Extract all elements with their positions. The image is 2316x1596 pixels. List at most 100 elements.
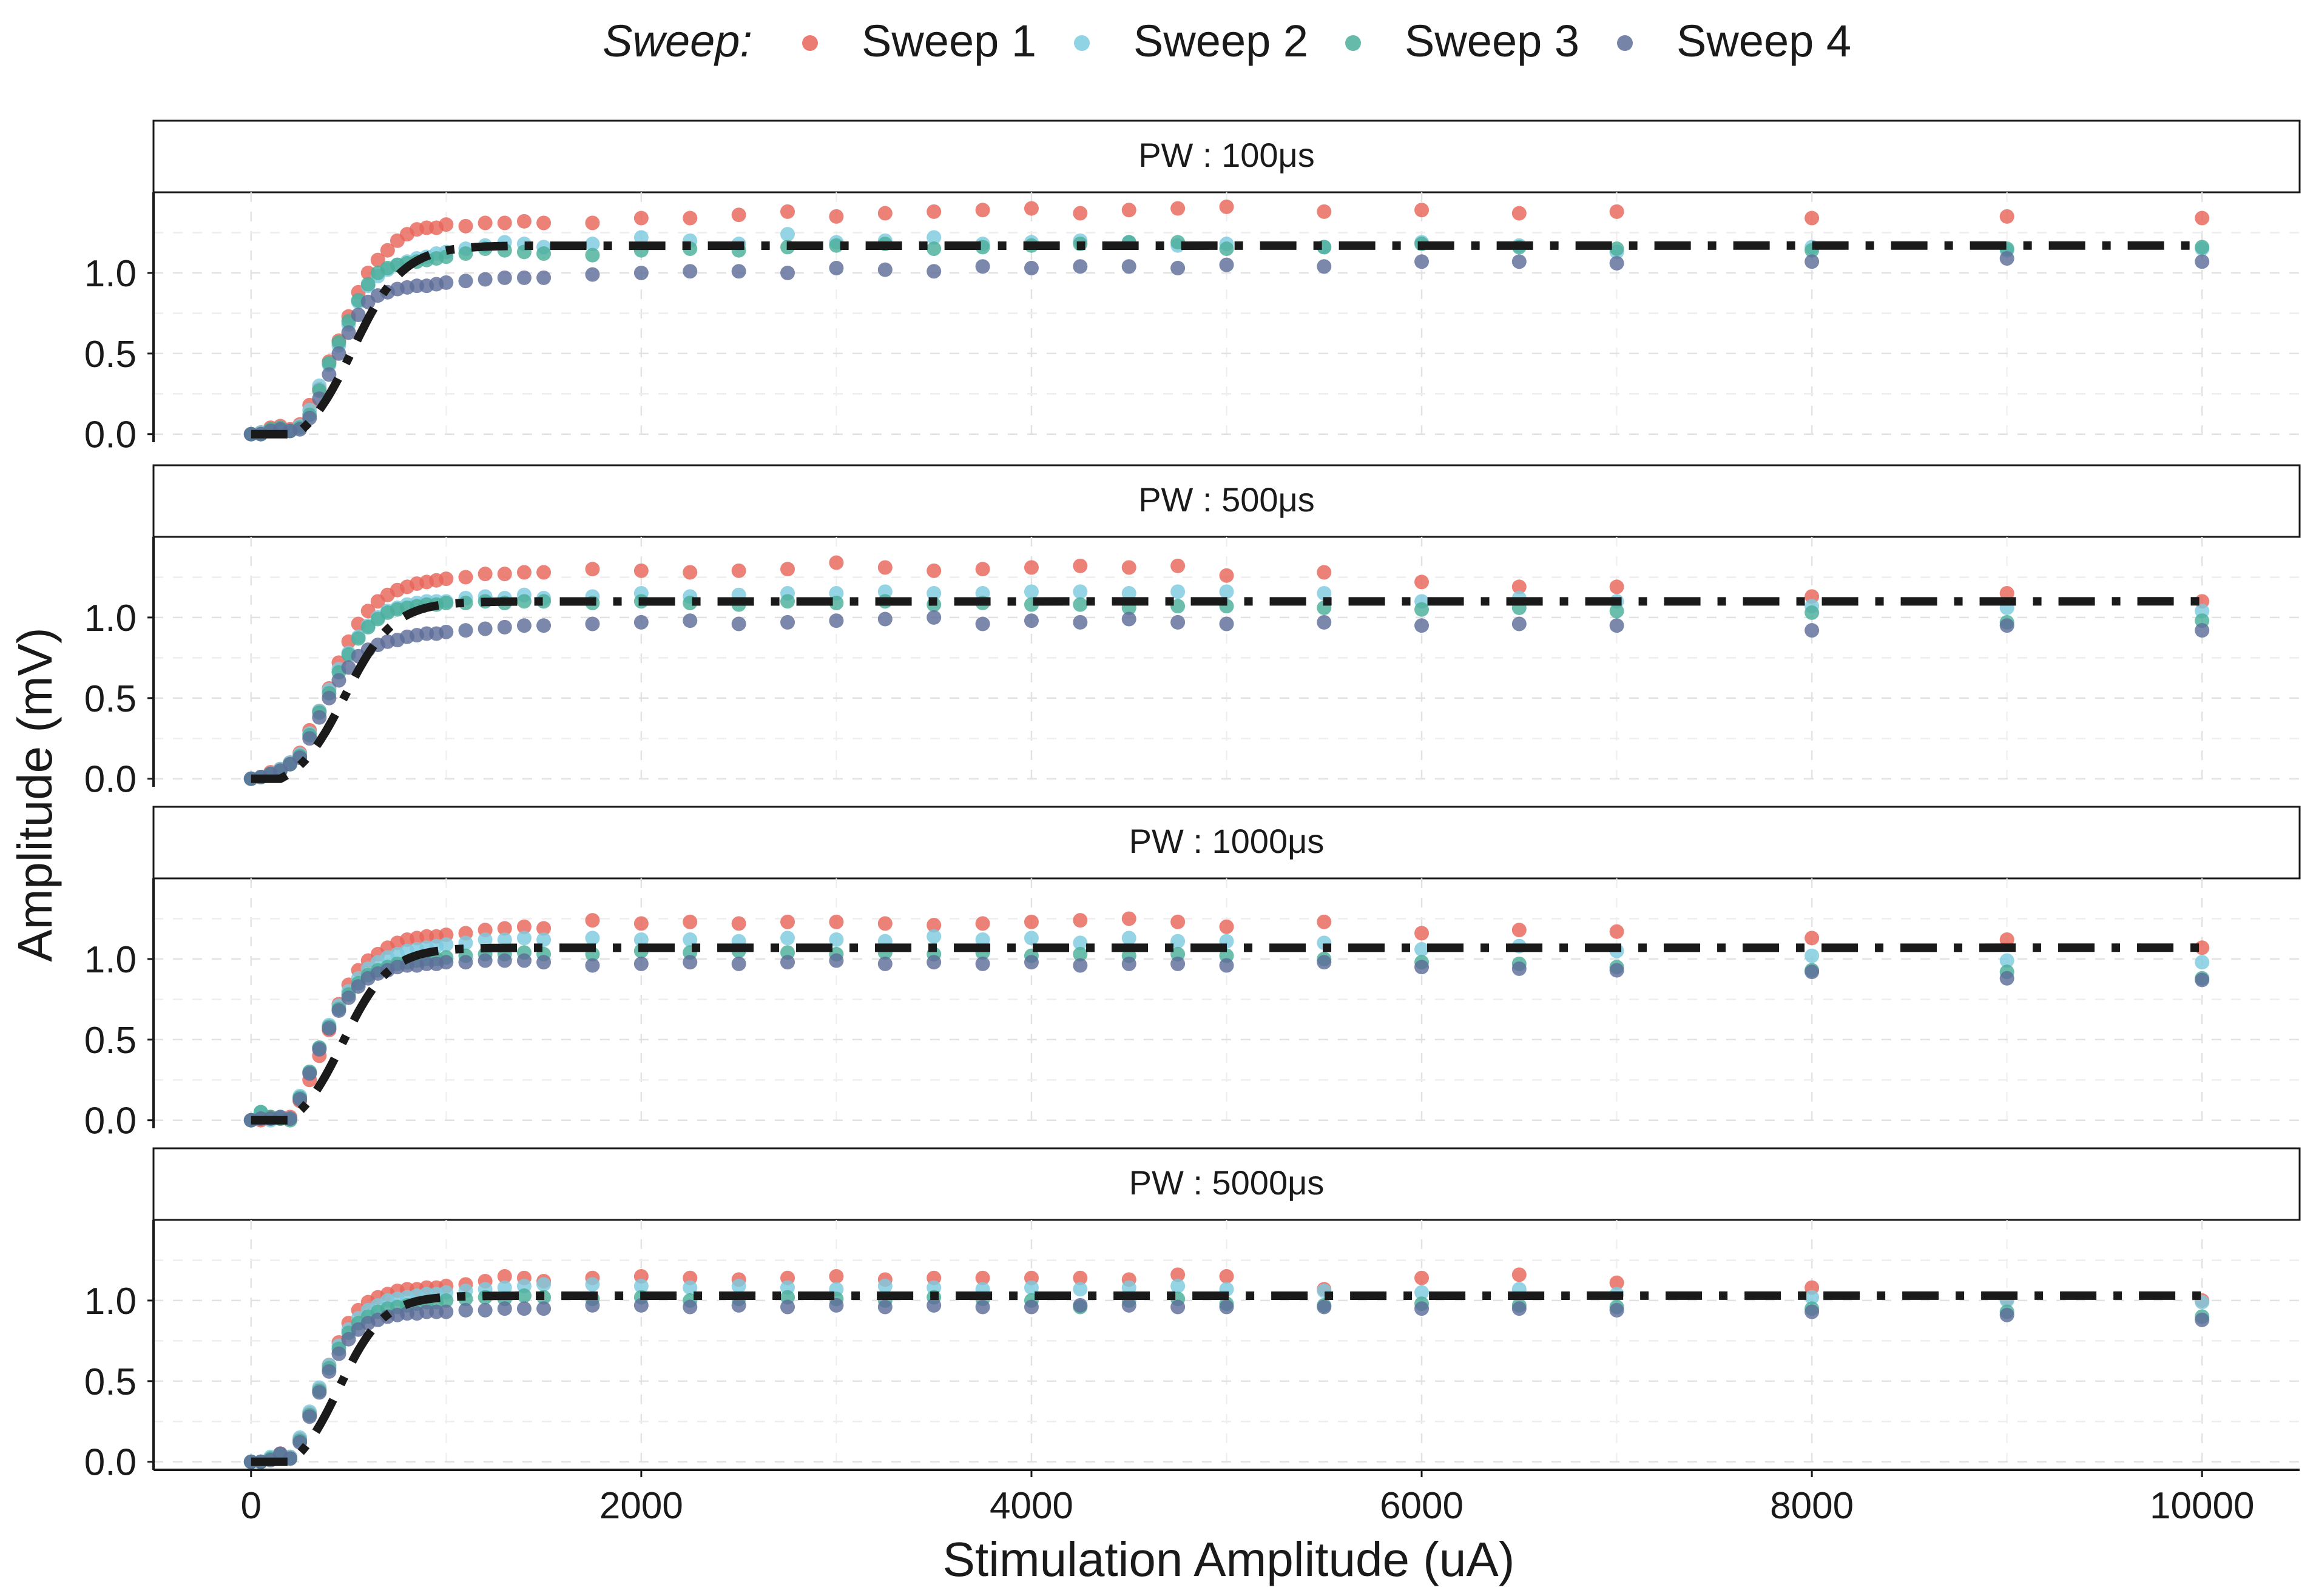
data-point (1414, 254, 1430, 269)
data-point (458, 623, 473, 638)
data-point (975, 562, 990, 577)
data-point (633, 614, 649, 630)
data-point (1999, 618, 2014, 633)
data-point (780, 204, 795, 219)
data-point (585, 931, 600, 946)
data-point (341, 1332, 356, 1347)
data-point (536, 932, 552, 948)
data-point (877, 206, 893, 221)
data-point (731, 563, 746, 578)
data-point (585, 215, 600, 231)
fit-curve (251, 1291, 2203, 1466)
legend-swatch-sweep-2 (1074, 35, 1090, 51)
data-point (829, 1269, 844, 1284)
data-point (1024, 955, 1039, 970)
data-point (927, 955, 942, 970)
data-point (1024, 260, 1039, 275)
data-point (2195, 240, 2210, 255)
x-axis-label: Stimulation Amplitude (uA) (943, 1532, 1515, 1586)
data-point (877, 262, 893, 277)
legend-swatch-sweep-3 (1345, 35, 1361, 51)
panel-2: PW : 500μs 0.0 0.5 1.0 (84, 464, 2301, 801)
legend-swatch-sweep-1 (802, 35, 818, 51)
data-point (1073, 935, 1088, 951)
data-point (439, 217, 454, 232)
data-point (1024, 584, 1039, 599)
data-point (683, 565, 698, 580)
data-point (1317, 586, 1332, 601)
data-point (633, 210, 649, 226)
data-point (1121, 560, 1136, 575)
data-point (1073, 259, 1088, 274)
x-tick-label: 6000 (1380, 1485, 1464, 1527)
data-point (1170, 1299, 1186, 1315)
data-point (1121, 1280, 1136, 1295)
data-point (1219, 958, 1234, 973)
data-point (1999, 586, 2014, 601)
data-point (1414, 203, 1430, 218)
data-point (1609, 204, 1624, 219)
y-tick-label: 1.0 (84, 1281, 137, 1322)
data-point (1609, 963, 1624, 978)
data-point (1024, 914, 1039, 929)
data-point (780, 227, 795, 242)
data-point (877, 611, 893, 627)
data-point (536, 955, 552, 970)
x-tick-label: 8000 (1770, 1485, 1854, 1527)
data-point (1414, 1301, 1430, 1316)
data-point (2195, 210, 2210, 226)
legend-label-sweep-4: Sweep 4 (1676, 16, 1851, 66)
fit-curve (251, 597, 2203, 783)
y-tick-label: 0.0 (84, 1442, 137, 1484)
data-point (585, 913, 600, 928)
panel-strip (152, 806, 2301, 880)
data-point (1609, 241, 1624, 257)
data-point (829, 260, 844, 275)
data-point (1805, 965, 1820, 980)
data-point (1999, 932, 2014, 948)
data-point (1317, 204, 1332, 219)
x-tick-label: 4000 (990, 1485, 1073, 1527)
data-point (975, 956, 990, 971)
legend-label-sweep-1: Sweep 1 (862, 16, 1036, 66)
data-point (1170, 201, 1186, 216)
data-point (1073, 584, 1088, 599)
series-sweep-4 (243, 251, 2210, 442)
x-tick-label: 10000 (2150, 1485, 2254, 1527)
data-point (1805, 931, 1820, 946)
data-point (683, 613, 698, 628)
data-point (478, 272, 493, 287)
data-point (731, 207, 746, 223)
data-point (927, 563, 942, 578)
data-point (1511, 254, 1527, 269)
data-point (829, 613, 844, 628)
data-point (439, 1293, 454, 1308)
data-point (1609, 618, 1624, 633)
data-point (1073, 1282, 1088, 1297)
panel-grid (154, 192, 2300, 442)
data-point (1609, 255, 1624, 271)
panel-strip-label: PW : 500μs (1138, 480, 1315, 519)
data-point (829, 953, 844, 968)
data-point (927, 610, 942, 625)
data-point (1073, 558, 1088, 573)
data-point (1219, 616, 1234, 631)
data-point (1414, 926, 1430, 941)
data-point (1170, 934, 1186, 949)
data-point (1024, 201, 1039, 216)
panel-grid (154, 878, 2300, 1128)
legend-label-sweep-3: Sweep 3 (1405, 16, 1579, 66)
data-point (1317, 565, 1332, 580)
data-point (331, 1346, 346, 1361)
y-tick-label: 1.0 (84, 598, 137, 639)
data-point (1170, 558, 1186, 573)
data-point (780, 1299, 795, 1315)
data-point (1073, 958, 1088, 973)
data-point (1805, 605, 1820, 620)
data-point (516, 594, 532, 609)
data-point (829, 238, 844, 253)
data-point (380, 243, 395, 258)
data-point (1999, 971, 2014, 986)
data-point (439, 955, 454, 970)
